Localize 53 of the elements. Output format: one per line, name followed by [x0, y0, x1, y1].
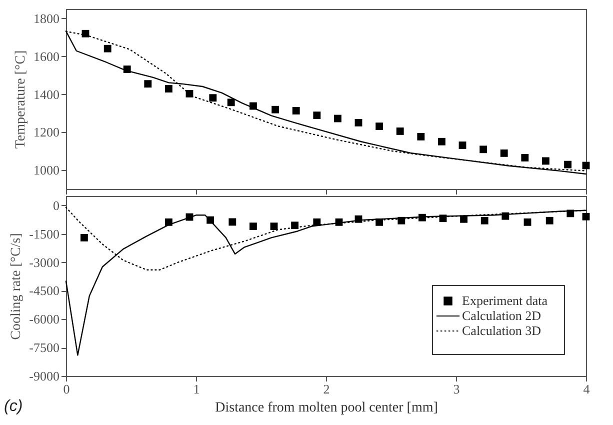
point	[164, 85, 172, 92]
point	[376, 122, 384, 130]
y-tick-label: -7500	[29, 340, 60, 356]
point	[144, 80, 152, 88]
text: (c)	[4, 398, 23, 416]
point	[438, 138, 446, 146]
y-tick-label: -3000	[29, 254, 60, 270]
y-tick-label: -4500	[29, 283, 60, 298]
point	[80, 234, 88, 242]
point	[228, 218, 236, 226]
y-tick-label: -9000	[29, 368, 60, 384]
y-tick-label: -1500	[29, 226, 60, 242]
y-tick-label: 0	[53, 198, 60, 213]
point	[480, 146, 488, 154]
point	[542, 157, 550, 165]
legend-label: Experiment data	[462, 293, 548, 308]
point	[396, 128, 404, 135]
point	[313, 112, 321, 120]
point	[564, 160, 572, 168]
point	[334, 114, 342, 122]
legend-label: Calculation 2D	[462, 308, 542, 323]
point	[291, 222, 299, 230]
y-tick-label: 1600	[34, 48, 60, 64]
point	[500, 149, 508, 157]
point	[249, 222, 257, 230]
x-axis-title: Distance from molten pool center [mm]	[215, 400, 438, 416]
y-tick-label: 1800	[34, 10, 60, 26]
point	[546, 216, 554, 224]
point	[521, 154, 529, 162]
point	[354, 118, 362, 126]
point	[582, 212, 590, 220]
x-tick-label: 4	[583, 382, 590, 396]
point	[524, 218, 532, 226]
x-tick-label: 1	[193, 382, 200, 396]
y-axis-title: Cooling rate [°C/s]	[9, 233, 24, 340]
point	[209, 94, 217, 102]
point	[104, 44, 112, 52]
y-tick-label: 1200	[34, 124, 60, 140]
point	[417, 132, 425, 140]
point	[272, 106, 280, 114]
point	[292, 107, 300, 114]
point	[480, 216, 488, 224]
point	[227, 98, 235, 106]
x-tick-label: 2	[323, 382, 330, 396]
y-tick-label: -6000	[29, 312, 60, 327]
legend-label: Calculation 3D	[462, 323, 542, 338]
y-axis-title: Temperature [°C]	[14, 50, 28, 149]
x-tick-label: 0	[63, 382, 70, 396]
point	[458, 142, 466, 149]
y-tick-label: 1000	[34, 162, 60, 178]
x-tick-label: 3	[453, 382, 460, 396]
y-tick-label: 1400	[34, 86, 60, 102]
point	[270, 222, 278, 230]
